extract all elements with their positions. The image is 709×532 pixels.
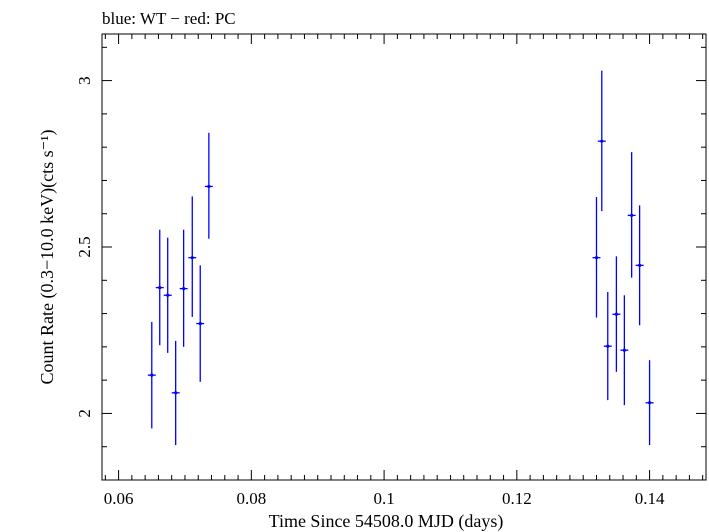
point-marker xyxy=(174,391,178,395)
point-marker xyxy=(638,263,642,267)
y-tick-label: 2 xyxy=(75,409,94,418)
point-marker xyxy=(166,293,170,297)
x-tick-label: 0.06 xyxy=(104,489,134,508)
data-point xyxy=(612,256,621,372)
data-point xyxy=(592,197,601,318)
data-point xyxy=(635,205,644,326)
data-point xyxy=(597,70,606,212)
y-tick-label: 2.5 xyxy=(75,236,94,257)
data-point xyxy=(645,360,654,446)
data-point xyxy=(188,196,197,317)
point-marker xyxy=(150,373,154,377)
plot-frame xyxy=(101,33,707,481)
point-marker xyxy=(190,256,194,260)
y-axis: 22.53 xyxy=(75,46,706,481)
chart-title: blue: WT − red: PC xyxy=(102,9,236,28)
point-marker xyxy=(158,286,162,290)
y-tick-label: 3 xyxy=(75,76,94,85)
data-point xyxy=(171,340,180,446)
x-tick-label: 0.14 xyxy=(635,489,665,508)
data-series xyxy=(147,70,654,446)
data-point xyxy=(196,265,205,382)
point-marker xyxy=(182,287,186,291)
data-point xyxy=(603,291,612,401)
point-marker xyxy=(647,401,652,405)
data-point xyxy=(179,229,188,347)
x-axis: 0.06 0.08 0.1 0.12 0.14 xyxy=(104,34,704,508)
data-point xyxy=(204,132,213,239)
data-point xyxy=(147,321,156,429)
x-tick-label: 0.08 xyxy=(236,489,266,508)
point-marker xyxy=(207,184,211,189)
point-marker xyxy=(594,256,599,260)
x-axis-label: Time Since 54508.0 MJD (days) xyxy=(269,511,504,532)
point-marker xyxy=(606,344,610,348)
y-axis-label: Count Rate (0.3−10.0 keV)(cts s⁻¹) xyxy=(37,129,58,384)
data-point xyxy=(620,295,629,406)
data-point xyxy=(155,229,164,346)
point-marker xyxy=(600,139,604,143)
x-tick-label: 0.1 xyxy=(373,489,394,508)
data-point xyxy=(627,152,636,278)
point-marker xyxy=(198,321,202,326)
point-marker xyxy=(630,213,634,217)
point-marker xyxy=(614,312,618,316)
data-point xyxy=(163,237,172,353)
point-marker xyxy=(622,348,626,352)
x-tick-label: 0.12 xyxy=(502,489,532,508)
